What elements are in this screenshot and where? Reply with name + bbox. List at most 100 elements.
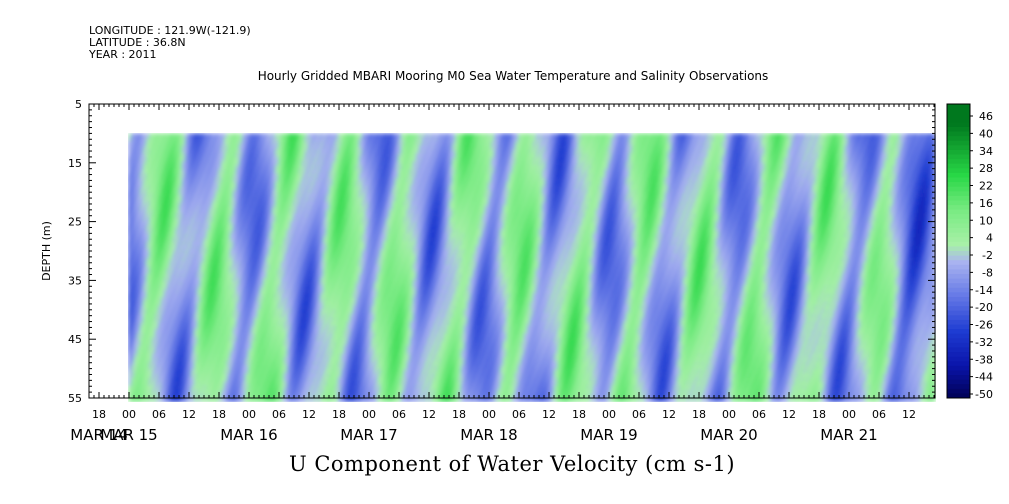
colorbar-swatch (947, 352, 970, 358)
x-date-label: MAR 14 (70, 426, 127, 444)
colorbar-swatch (947, 310, 970, 316)
x-tick-label: 00 (122, 408, 136, 421)
colorbar-swatch (947, 370, 970, 376)
colorbar-swatch (947, 159, 970, 165)
colorbar-swatch (947, 209, 970, 215)
colorbar-label: -20 (975, 301, 993, 314)
colorbar-label: 46 (979, 110, 993, 123)
x-tick-label: 00 (482, 408, 496, 421)
y-tick-label: 45 (68, 333, 82, 346)
colorbar-label: 22 (979, 180, 993, 193)
colorbar-swatch (947, 269, 970, 275)
colorbar-label: -50 (975, 388, 993, 401)
colorbar-swatch (947, 214, 970, 220)
chart-title: Hourly Gridded MBARI Mooring M0 Sea Wate… (257, 69, 769, 83)
x-date-label: MAR 21 (820, 426, 877, 444)
colorbar-swatch (947, 329, 970, 335)
colorbar-swatch (947, 113, 970, 119)
x-tick-label: 06 (632, 408, 646, 421)
colorbar-swatch (947, 182, 970, 188)
colorbar-swatch (947, 232, 970, 238)
colorbar-label: 40 (979, 127, 993, 140)
colorbar-swatch (947, 251, 970, 257)
colorbar-label: 34 (979, 145, 993, 158)
x-tick-label: 06 (872, 408, 886, 421)
x-tick-label: 06 (152, 408, 166, 421)
x-date-label: MAR 19 (580, 426, 637, 444)
colorbar-swatch (947, 104, 970, 110)
colorbar-swatch (947, 122, 970, 128)
colorbar-swatch (947, 388, 970, 394)
heatmap-field (128, 133, 936, 402)
x-date-label: MAR 15 (100, 426, 157, 444)
colorbar-label: 16 (979, 197, 993, 210)
colorbar-label: 10 (979, 214, 993, 227)
colorbar-label: -44 (975, 371, 993, 384)
colorbar-label: -2 (982, 249, 993, 262)
colorbar-swatch (947, 177, 970, 183)
colorbar-swatch (947, 296, 970, 303)
x-tick-label: 12 (422, 408, 436, 421)
longitude-label: LONGITUDE : 121.9W(-121.9) (89, 24, 251, 37)
colorbar-swatch (947, 264, 970, 270)
x-tick-label: 06 (392, 408, 406, 421)
colorbar-swatch (947, 273, 970, 280)
x-tick-label: 12 (542, 408, 556, 421)
x-tick-label: 12 (902, 408, 916, 421)
x-tick-label: 18 (92, 408, 106, 421)
colorbar-swatch (947, 393, 970, 399)
colorbar-swatch (947, 154, 970, 160)
colorbar-swatch (947, 126, 970, 133)
colorbar-swatch (947, 361, 970, 367)
colorbar-swatch (947, 292, 970, 298)
colorbar-swatch (947, 365, 970, 371)
x-tick-label: 18 (452, 408, 466, 421)
x-tick-label: 06 (272, 408, 286, 421)
colorbar-swatch (947, 205, 970, 211)
colorbar-label: -38 (975, 353, 993, 366)
colorbar-swatch (947, 191, 970, 197)
colorbar-swatch (947, 301, 970, 307)
colorbar-swatch (947, 168, 970, 174)
y-tick-label: 15 (68, 157, 82, 170)
colorbar: 46 40 34 28 22 16 10 4 -2 -8 -14 -20 -26 -32 -38 -44 -50 (946, 103, 993, 401)
x-tick-label: 18 (812, 408, 826, 421)
colorbar-swatch (947, 186, 970, 192)
colorbar-label: -14 (975, 284, 993, 297)
colorbar-swatch (947, 246, 970, 252)
colorbar-swatch (947, 223, 970, 229)
colorbar-label: -8 (982, 266, 993, 279)
colorbar-swatch (947, 342, 970, 348)
colorbar-swatch (947, 347, 970, 353)
year-label: YEAR : 2011 (89, 48, 157, 61)
x-tick-label: 12 (662, 408, 676, 421)
axis-ticks: 5 15 25 35 45 55 18 00 06 12 18 00 06 12 18 00 06 12 18 00 0… (68, 98, 935, 444)
colorbar-label: -26 (975, 319, 993, 332)
colorbar-swatch (947, 260, 970, 266)
x-tick-label: 12 (782, 408, 796, 421)
colorbar-swatch (947, 338, 970, 344)
colorbar-swatch (947, 333, 970, 339)
x-tick-label: 00 (842, 408, 856, 421)
x-tick-label: 18 (692, 408, 706, 421)
x-tick-label: 18 (212, 408, 226, 421)
colorbar-swatch (947, 108, 970, 114)
x-tick-label: 12 (302, 408, 316, 421)
colorbar-swatch (947, 306, 970, 312)
colorbar-swatch (947, 163, 970, 169)
colorbar-swatch (947, 241, 970, 247)
colorbar-swatch (947, 384, 970, 390)
x-tick-label: 00 (242, 408, 256, 421)
x-date-label: MAR 20 (700, 426, 757, 444)
x-tick-label: 18 (332, 408, 346, 421)
x-date-label: MAR 18 (460, 426, 517, 444)
y-tick-label: 5 (75, 98, 82, 111)
colorbar-swatch (947, 237, 970, 243)
colorbar-swatch (947, 117, 970, 123)
colorbar-swatch (947, 145, 970, 151)
x-tick-label: 12 (182, 408, 196, 421)
colorbar-swatch (947, 315, 970, 321)
colorbar-swatch (947, 172, 970, 178)
colorbar-label: 28 (979, 162, 993, 175)
x-tick-label: 06 (752, 408, 766, 421)
